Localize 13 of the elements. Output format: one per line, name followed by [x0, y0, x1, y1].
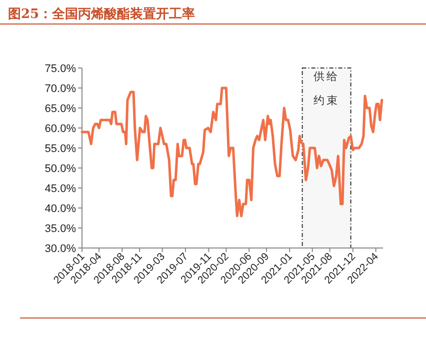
- y-tick-label: 55.0%: [44, 143, 76, 155]
- line-series: [80, 86, 384, 218]
- y-tick-label: 45.0%: [44, 183, 76, 195]
- y-tick-label: 40.0%: [44, 203, 76, 215]
- y-tick-label: 35.0%: [44, 223, 76, 235]
- chart-title: 图25：全国丙烯酸酯装置开工率: [8, 6, 196, 22]
- y-tick-label: 50.0%: [44, 163, 76, 175]
- y-tick-label: 60.0%: [44, 123, 76, 135]
- y-tick-label: 30.0%: [44, 243, 76, 255]
- y-tick-label: 65.0%: [44, 103, 76, 115]
- y-tick-label: 75.0%: [44, 63, 76, 75]
- band-label: 供给约束: [314, 70, 340, 107]
- y-tick-label: 70.0%: [44, 83, 76, 95]
